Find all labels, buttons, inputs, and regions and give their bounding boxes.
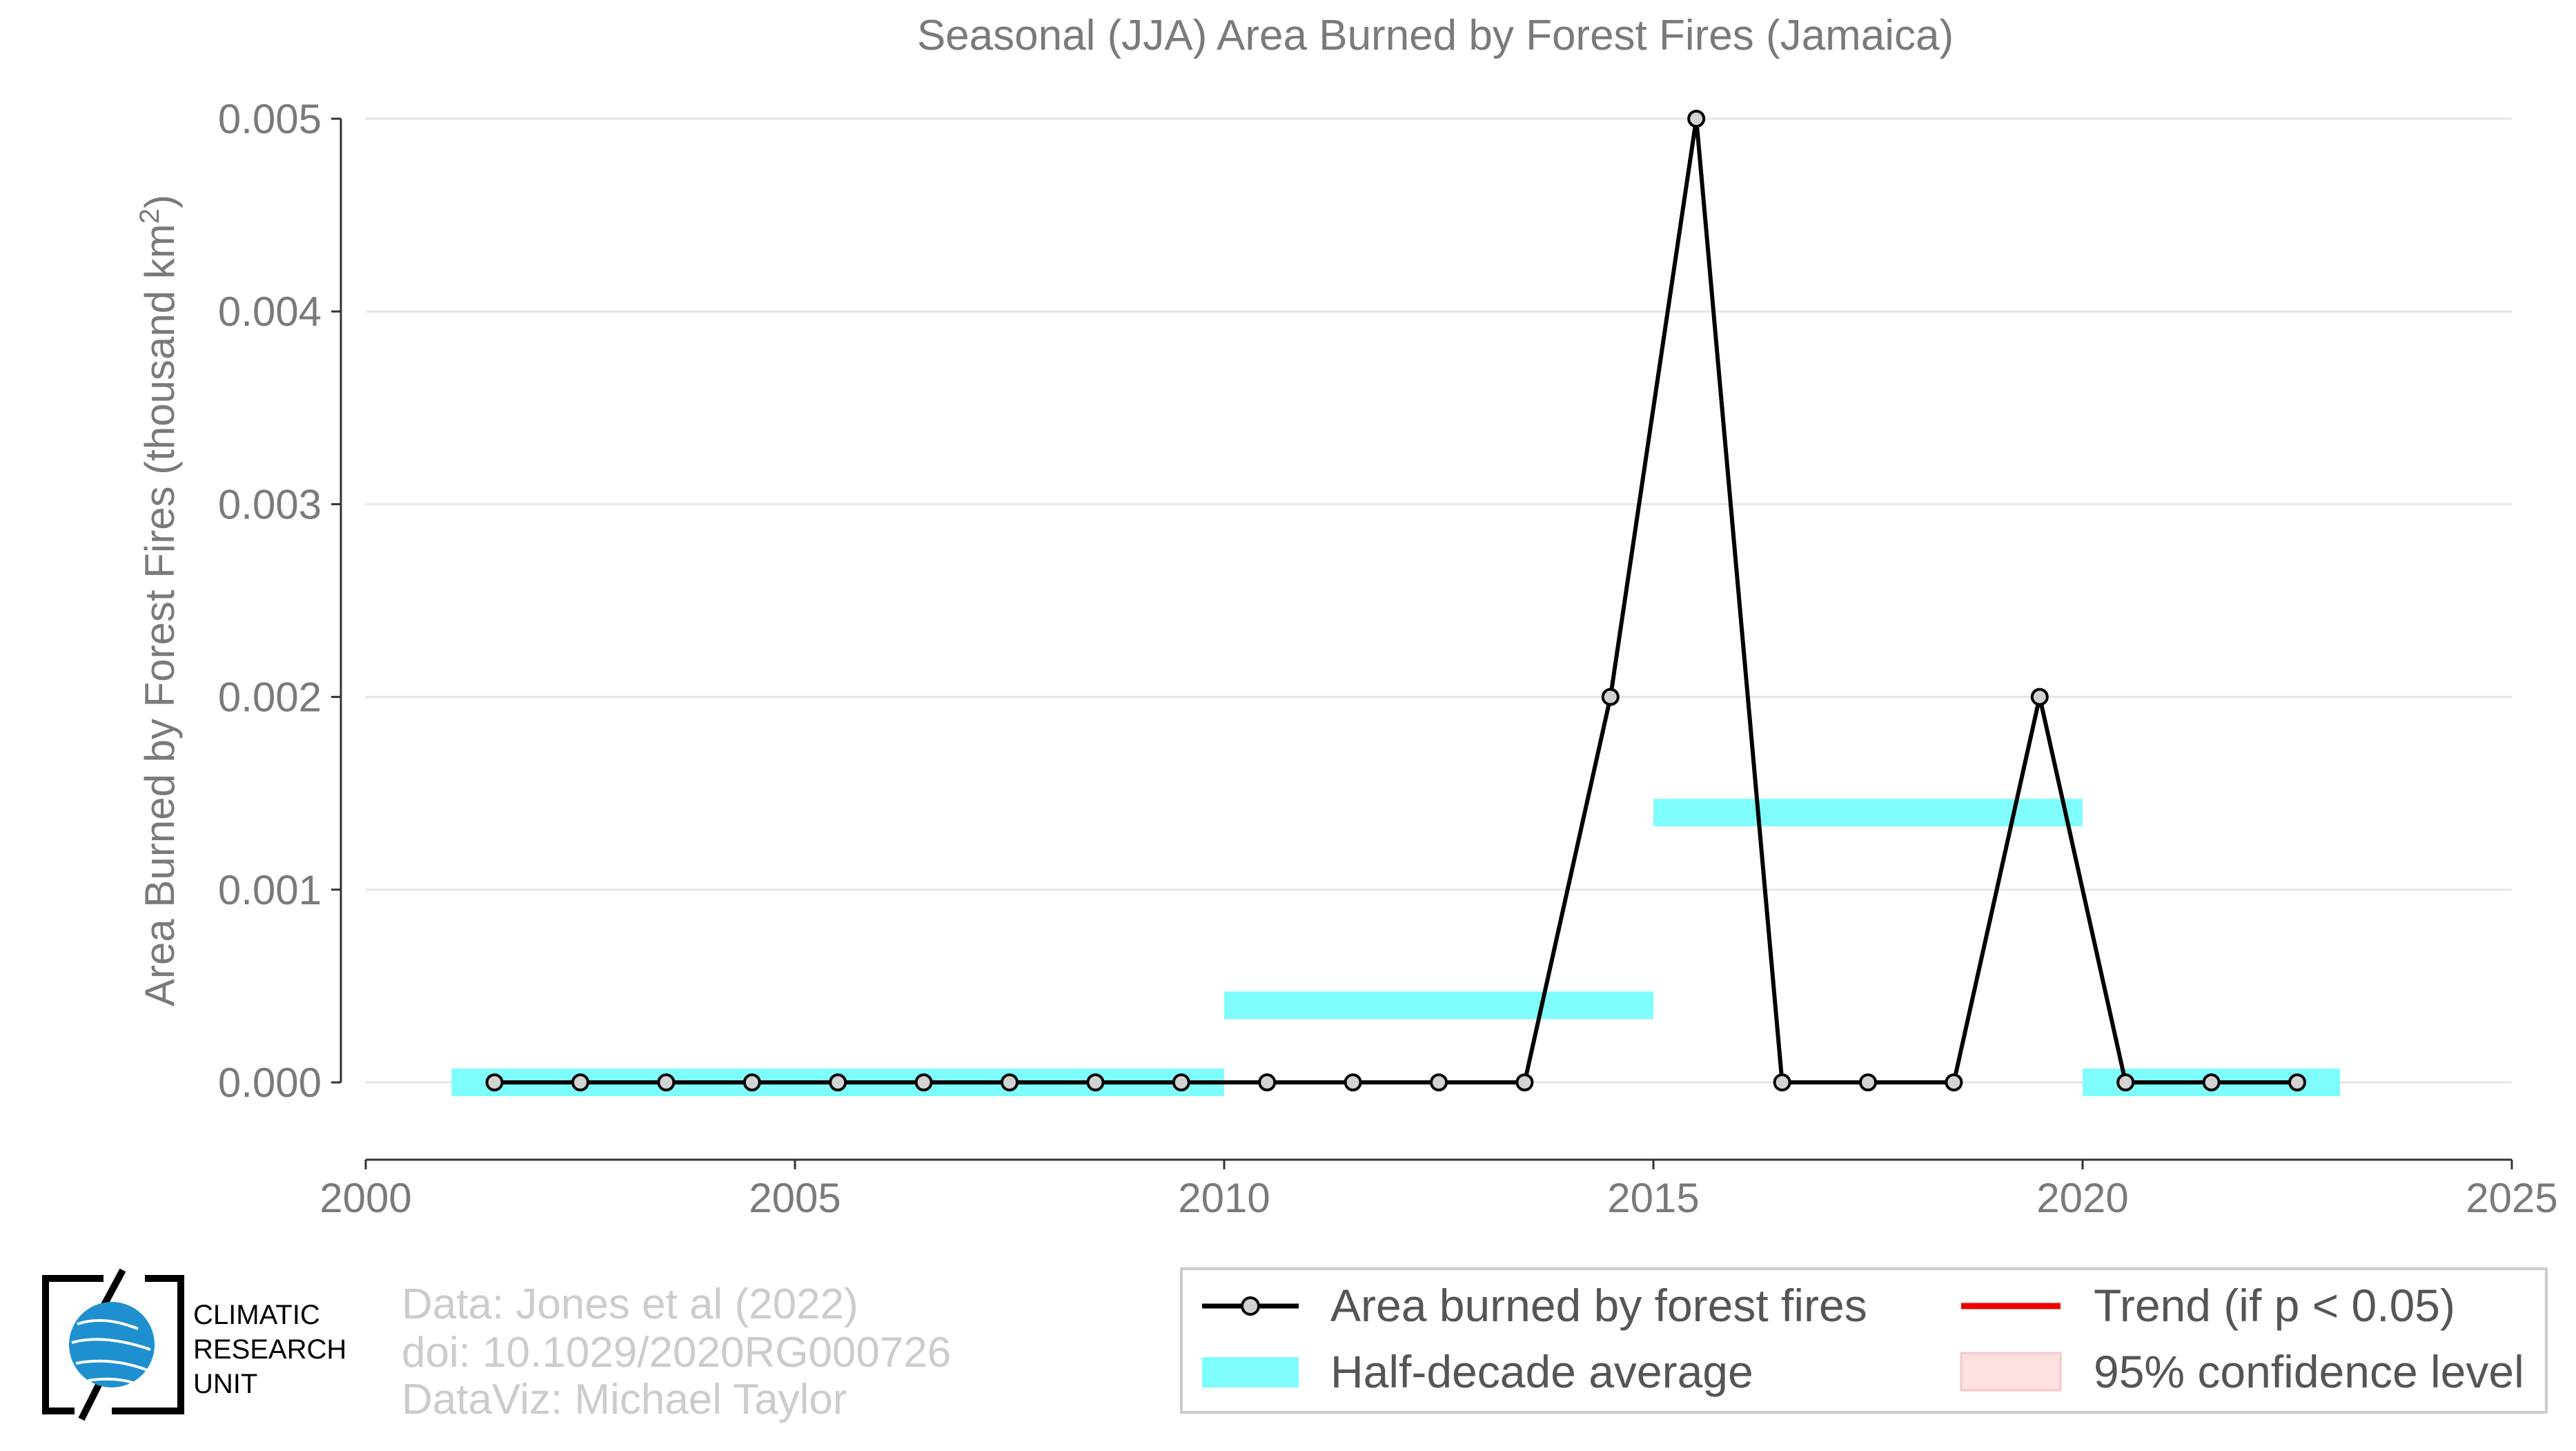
data-point <box>2288 1073 2306 1091</box>
data-point <box>1773 1073 1791 1091</box>
data-point <box>1086 1073 1105 1091</box>
credit-data: Data: Jones et al (2022) <box>402 1280 858 1328</box>
legend-key-area-marker <box>1241 1296 1260 1316</box>
series-line <box>494 117 2297 1084</box>
x-tick-label: 2010 <box>1178 1175 1270 1221</box>
logo-text-unit: UNIT <box>193 1369 257 1399</box>
credit-dataviz: DataViz: Michael Taylor <box>402 1376 847 1423</box>
y-axis-label-close: ) <box>137 195 183 208</box>
chart-title: Seasonal (JJA) Area Burned by Forest Fir… <box>917 12 1954 59</box>
data-point <box>1945 1073 1963 1091</box>
y-tick-label: 0.004 <box>218 289 322 335</box>
data-point <box>1001 1073 1019 1091</box>
y-tick-label: 0.001 <box>218 867 322 913</box>
legend-label-trend: Trend (if p < 0.05) <box>2094 1280 2455 1331</box>
logo-slash-top <box>100 1268 126 1308</box>
data-point <box>1344 1073 1362 1091</box>
half-decade-bar <box>1224 991 1653 1020</box>
credit-doi: doi: 10.1029/2020RG000726 <box>402 1329 951 1376</box>
data-point <box>657 1073 676 1091</box>
data-point <box>1601 688 1620 706</box>
data-point <box>2202 1073 2221 1091</box>
data-point <box>1687 110 1706 128</box>
logo-frame-right <box>112 1275 184 1414</box>
y-axis-label: Area Burned by Forest Fires (thousand km… <box>135 195 183 1006</box>
data-point <box>1172 1073 1190 1091</box>
data-point <box>485 1073 504 1091</box>
x-tick-label: 2005 <box>749 1175 840 1221</box>
legend-key-half-decade <box>1202 1357 1299 1387</box>
logo-text-research: RESEARCH <box>193 1334 346 1365</box>
data-point <box>914 1073 933 1091</box>
y-tick-label: 0.003 <box>218 481 322 527</box>
legend-key-confidence <box>1960 1352 2062 1392</box>
legend-label-area: Area burned by forest fires <box>1330 1280 1867 1331</box>
logo-frame-left <box>42 1275 104 1414</box>
y-tick-label: 0.000 <box>218 1060 322 1106</box>
x-ticks: 2000 2005 2010 2015 2020 2025 <box>319 1160 2558 1221</box>
legend-label-half-decade: Half-decade average <box>1330 1346 1753 1397</box>
globe-lines <box>71 1318 151 1385</box>
data-point <box>1515 1073 1534 1091</box>
data-point <box>571 1073 589 1091</box>
data-point <box>1859 1073 1877 1091</box>
y-ticks: 0.000 0.001 0.002 0.003 0.004 0.005 <box>218 96 341 1106</box>
logo-slash-bottom <box>78 1379 104 1421</box>
data-point <box>829 1073 847 1091</box>
y-tick-label: 0.002 <box>218 674 322 721</box>
x-tick-label: 2015 <box>1607 1175 1699 1221</box>
series-area-burned <box>485 110 2306 1091</box>
data-point <box>2116 1073 2135 1091</box>
half-decade-bands <box>451 799 2341 1096</box>
half-decade-bar <box>1653 799 2083 827</box>
cru-logo: CLIMATIC RESEARCH UNIT <box>42 1268 346 1421</box>
x-tick-label: 2020 <box>2036 1175 2128 1221</box>
x-tick-label: 2000 <box>319 1175 411 1221</box>
logo-text-climatic: CLIMATIC <box>193 1300 320 1330</box>
grid <box>366 117 2512 1084</box>
y-axis-label-text: Area Burned by Forest Fires (thousand km <box>137 224 183 1006</box>
y-axis-label-sup: 2 <box>135 208 165 224</box>
globe-icon <box>69 1302 155 1387</box>
y-tick-label: 0.005 <box>218 96 322 142</box>
data-point <box>1430 1073 1448 1091</box>
data-point <box>743 1073 761 1091</box>
legend-box <box>1180 1267 2548 1414</box>
legend-label-confidence: 95% confidence level <box>2094 1346 2524 1397</box>
axes <box>340 119 2512 1161</box>
data-point <box>2030 688 2049 706</box>
x-tick-label: 2025 <box>2466 1175 2557 1221</box>
legend: Area burned by forest fires Trend (if p … <box>1180 1267 2548 1414</box>
data-point <box>1258 1073 1277 1091</box>
